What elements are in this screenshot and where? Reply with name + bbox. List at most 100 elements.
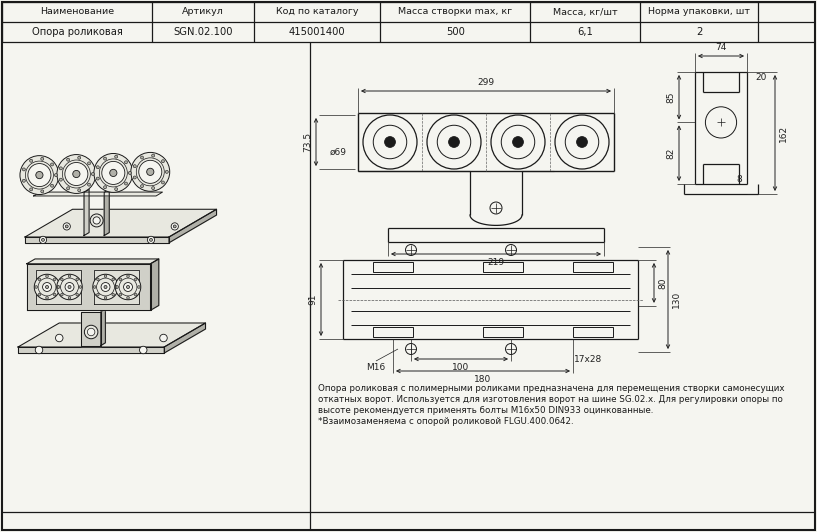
Circle shape [38, 293, 41, 296]
Circle shape [127, 296, 129, 299]
Text: 20: 20 [755, 72, 766, 81]
Circle shape [46, 275, 48, 278]
Circle shape [141, 156, 144, 159]
Circle shape [84, 325, 98, 339]
Circle shape [60, 167, 62, 170]
Circle shape [93, 275, 118, 300]
Circle shape [147, 236, 154, 244]
Circle shape [56, 275, 83, 300]
Circle shape [115, 286, 118, 288]
Text: Опора роликовая с полимерными роликами предназначена для перемещения створки сам: Опора роликовая с полимерными роликами п… [318, 384, 784, 393]
Circle shape [124, 182, 127, 185]
Circle shape [42, 238, 44, 242]
Circle shape [116, 286, 118, 288]
Polygon shape [36, 270, 81, 304]
Circle shape [101, 282, 110, 292]
Circle shape [96, 293, 99, 296]
Circle shape [131, 152, 170, 192]
Circle shape [96, 278, 99, 281]
Text: Норма упаковки, шт: Норма упаковки, шт [648, 7, 750, 16]
Circle shape [41, 157, 44, 160]
Circle shape [152, 187, 154, 189]
Circle shape [127, 275, 129, 278]
Circle shape [160, 334, 167, 342]
Text: Масса створки max, кг: Масса створки max, кг [398, 7, 512, 16]
Circle shape [60, 293, 63, 296]
Circle shape [512, 137, 524, 147]
Text: *Взаимозаменяема с опорой роликовой FLGU.400.0642.: *Взаимозаменяема с опорой роликовой FLGU… [318, 417, 574, 426]
Polygon shape [169, 209, 217, 243]
Circle shape [68, 286, 71, 288]
Circle shape [173, 225, 176, 228]
Circle shape [128, 171, 132, 174]
Polygon shape [27, 264, 150, 310]
Text: Наименование: Наименование [40, 7, 114, 16]
Text: ø69: ø69 [329, 147, 346, 156]
Circle shape [93, 217, 100, 224]
Circle shape [57, 286, 60, 288]
Circle shape [119, 293, 122, 296]
Circle shape [56, 286, 59, 288]
Circle shape [51, 163, 54, 166]
Circle shape [39, 236, 47, 244]
Bar [483, 327, 523, 337]
Circle shape [162, 181, 164, 184]
Circle shape [140, 346, 147, 354]
Polygon shape [25, 209, 217, 237]
Circle shape [76, 293, 78, 296]
Circle shape [123, 282, 132, 292]
Text: 162: 162 [779, 124, 788, 142]
Circle shape [134, 278, 137, 281]
Circle shape [150, 238, 153, 242]
Circle shape [65, 225, 68, 228]
Circle shape [63, 223, 70, 230]
Circle shape [53, 293, 56, 296]
Circle shape [38, 278, 41, 281]
Circle shape [42, 282, 51, 292]
Circle shape [78, 156, 81, 159]
Circle shape [29, 159, 33, 162]
Circle shape [134, 293, 137, 296]
Bar [573, 327, 613, 337]
Text: 500: 500 [446, 27, 465, 37]
Circle shape [115, 275, 141, 300]
Circle shape [94, 153, 132, 193]
Circle shape [78, 189, 81, 192]
Circle shape [119, 278, 122, 281]
Circle shape [137, 286, 141, 288]
Text: 2: 2 [696, 27, 703, 37]
Circle shape [69, 296, 71, 299]
Circle shape [112, 293, 114, 296]
Circle shape [124, 161, 127, 164]
Circle shape [165, 170, 168, 173]
Text: 74: 74 [716, 43, 726, 52]
Circle shape [22, 168, 25, 171]
Text: 299: 299 [477, 78, 494, 87]
Polygon shape [18, 347, 164, 353]
Circle shape [105, 296, 107, 299]
Circle shape [171, 223, 178, 230]
Text: Опора роликовая: Опора роликовая [32, 27, 123, 37]
Text: 82: 82 [666, 147, 675, 159]
Circle shape [449, 137, 459, 147]
Circle shape [41, 190, 44, 193]
Circle shape [104, 186, 106, 189]
Circle shape [46, 296, 48, 299]
Circle shape [20, 156, 59, 195]
Circle shape [105, 275, 107, 278]
Polygon shape [25, 237, 169, 243]
Circle shape [79, 286, 82, 288]
Circle shape [76, 278, 78, 281]
Circle shape [90, 214, 103, 227]
Text: 8: 8 [736, 176, 742, 185]
Circle shape [35, 286, 38, 288]
Text: Код по каталогу: Код по каталогу [276, 7, 359, 16]
Text: 100: 100 [453, 363, 470, 372]
Bar [373, 262, 413, 272]
Circle shape [65, 162, 88, 186]
Circle shape [114, 188, 118, 190]
Circle shape [56, 334, 63, 342]
Polygon shape [105, 189, 109, 236]
Polygon shape [82, 312, 100, 345]
Circle shape [92, 172, 95, 176]
